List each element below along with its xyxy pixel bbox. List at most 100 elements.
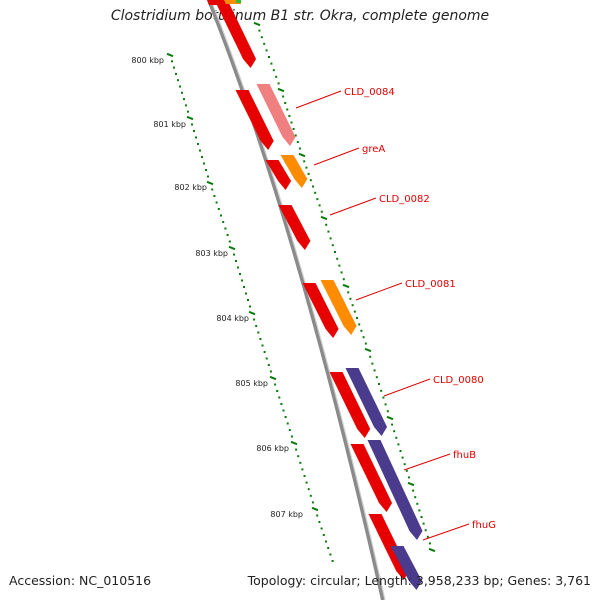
inner-ruler-minor-tick [295, 448, 298, 451]
gene-arrow-purple [367, 440, 423, 540]
inner-ruler-minor-tick [329, 553, 332, 556]
gene-arrow-red [235, 90, 274, 150]
inner-ruler-minor-tick [327, 547, 330, 549]
inner-ruler-major-tick [269, 375, 277, 381]
topology-text: Topology: circular; Length: 3,958,233 bp… [247, 573, 591, 588]
outer-ruler-minor-tick [307, 172, 310, 175]
outer-ruler-major-tick [298, 152, 306, 158]
gene-label-leader [383, 378, 431, 397]
inner-ruler-minor-tick [171, 60, 173, 63]
outer-ruler-minor-tick [265, 49, 268, 52]
inner-ruler-minor-tick [233, 253, 235, 256]
outer-ruler-minor-tick [416, 502, 419, 505]
outer-ruler-minor-tick [403, 463, 406, 466]
outer-ruler-minor-tick [407, 476, 410, 479]
kbp-label: 802 kbp [174, 183, 207, 192]
inner-ruler-minor-tick [267, 364, 270, 366]
inner-ruler-minor-tick [263, 351, 266, 353]
outer-ruler-minor-tick [270, 62, 273, 65]
outer-ruler-minor-tick [277, 82, 280, 85]
inner-ruler-minor-tick [282, 409, 285, 412]
outer-ruler-minor-tick [329, 237, 332, 240]
outer-ruler-minor-tick [314, 191, 317, 194]
inner-ruler-minor-tick [257, 331, 260, 334]
inner-ruler-minor-tick [199, 149, 201, 152]
gene-arrow-red [329, 372, 371, 438]
kbp-label: 801 kbp [153, 120, 186, 129]
inner-ruler-minor-tick [235, 260, 237, 262]
genome-title: Clostridium botulinum B1 str. Okra, comp… [110, 8, 490, 24]
inner-ruler-minor-tick [286, 422, 289, 425]
outer-ruler-minor-tick [325, 223, 328, 226]
outer-ruler-major-tick [277, 87, 285, 93]
outer-ruler-minor-tick [351, 304, 354, 307]
outer-ruler-minor-tick [298, 147, 301, 150]
inner-ruler-minor-tick [261, 344, 264, 347]
gene-arrow-orange [320, 280, 357, 335]
outer-ruler-minor-tick [391, 423, 394, 426]
outer-ruler-minor-tick [349, 297, 352, 300]
inner-ruler-minor-tick [284, 416, 287, 418]
gene-arrow-red [350, 444, 393, 512]
outer-ruler-minor-tick [422, 522, 425, 525]
inner-ruler-minor-tick [207, 175, 209, 178]
outer-ruler-minor-tick [401, 456, 404, 459]
inner-ruler-minor-tick [179, 85, 181, 88]
inner-ruler-minor-tick [191, 123, 193, 126]
outer-ruler-minor-tick [342, 278, 345, 281]
outer-ruler-minor-tick [284, 102, 287, 104]
inner-ruler-minor-tick [193, 130, 195, 132]
inner-ruler-major-tick [228, 245, 236, 251]
outer-ruler-minor-tick [375, 376, 378, 379]
inner-ruler-minor-tick [175, 72, 177, 75]
gene-arrow-green [236, 0, 241, 3]
inner-ruler-minor-tick [253, 318, 256, 321]
inner-ruler-minor-tick [249, 305, 251, 308]
tick-ruler [166, 21, 436, 562]
gene-label: CLD_0082 [379, 194, 430, 205]
gene-label-leader [313, 147, 360, 166]
genome-backbone [207, 0, 385, 600]
outer-ruler-minor-tick [405, 469, 408, 472]
outer-ruler-minor-tick [424, 529, 427, 532]
outer-ruler-minor-tick [294, 134, 297, 137]
outer-ruler-minor-tick [296, 141, 299, 143]
gene-arrow-red [214, 0, 257, 68]
outer-ruler-major-tick [407, 481, 415, 487]
inner-ruler-minor-tick [318, 521, 321, 523]
inner-ruler-major-tick [166, 52, 174, 58]
outer-ruler-minor-tick [260, 36, 263, 39]
outer-ruler-minor-tick [282, 95, 285, 98]
outer-ruler-minor-tick [327, 230, 330, 233]
inner-ruler-minor-tick [243, 286, 245, 288]
outer-ruler-minor-tick [290, 121, 293, 124]
inner-ruler-minor-tick [222, 221, 225, 223]
outer-ruler-major-tick [320, 215, 328, 221]
outer-ruler-minor-tick [258, 29, 261, 32]
outer-ruler-minor-tick [356, 317, 358, 319]
gene-label-leader [422, 523, 470, 541]
outer-ruler-minor-tick [386, 410, 389, 413]
inner-ruler-minor-tick [220, 214, 222, 217]
inner-ruler-minor-tick [177, 79, 179, 82]
gene-arrow-red [207, 0, 220, 5]
outer-ruler-major-tick [364, 347, 372, 353]
outer-ruler-minor-tick [395, 436, 398, 439]
gene-label: greA [362, 144, 385, 155]
inner-ruler-minor-tick [299, 461, 302, 464]
outer-ruler-minor-tick [420, 516, 423, 518]
inner-ruler-minor-tick [197, 143, 199, 145]
inner-ruler-minor-tick [259, 338, 262, 340]
kbp-label: 803 kbp [195, 249, 228, 258]
gene-label: CLD_0084 [344, 87, 395, 98]
inner-ruler-minor-tick [311, 501, 314, 504]
outer-ruler-minor-tick [399, 450, 402, 452]
outer-ruler-minor-tick [358, 323, 361, 326]
kbp-label: 800 kbp [131, 56, 164, 65]
outer-ruler-minor-tick [288, 115, 291, 117]
gene-features [207, 0, 423, 590]
outer-ruler-minor-tick [305, 166, 308, 169]
inner-ruler-minor-tick [226, 234, 229, 236]
inner-ruler-minor-tick [245, 292, 247, 295]
outer-ruler-minor-tick [347, 291, 350, 294]
